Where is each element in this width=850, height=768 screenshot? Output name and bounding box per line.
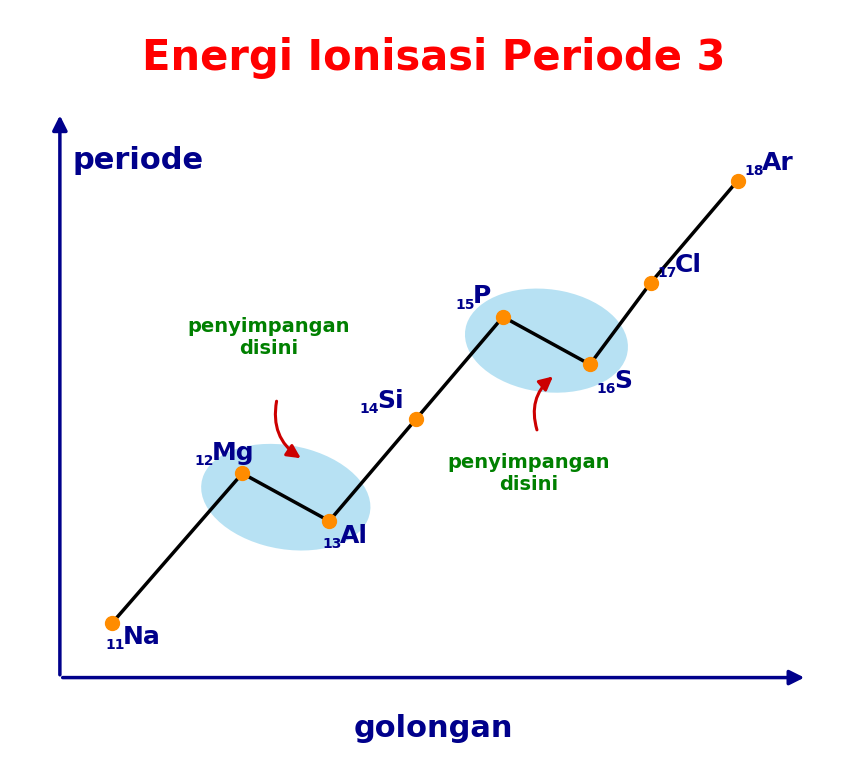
Text: Ar: Ar	[762, 151, 794, 175]
Text: golongan: golongan	[354, 714, 513, 743]
Text: Mg: Mg	[212, 441, 254, 465]
Text: S: S	[615, 369, 632, 392]
Text: 16: 16	[597, 382, 616, 396]
Point	[322, 515, 336, 527]
Ellipse shape	[465, 289, 628, 392]
Text: 15: 15	[456, 298, 474, 312]
Text: 13: 13	[322, 538, 342, 551]
Text: 18: 18	[745, 164, 764, 178]
Text: periode: periode	[73, 146, 204, 175]
Point	[644, 276, 658, 289]
Text: Na: Na	[122, 624, 161, 648]
Point	[583, 359, 597, 371]
Point	[496, 310, 510, 323]
Point	[410, 412, 423, 425]
Text: 12: 12	[195, 454, 214, 468]
Text: Energi Ionisasi Periode 3: Energi Ionisasi Periode 3	[142, 37, 725, 79]
Text: Si: Si	[377, 389, 404, 413]
Point	[105, 617, 119, 629]
Text: 11: 11	[105, 638, 125, 652]
Ellipse shape	[201, 444, 371, 551]
Text: Cl: Cl	[675, 253, 702, 277]
Point	[731, 174, 745, 187]
Text: 14: 14	[360, 402, 379, 416]
Text: Al: Al	[340, 524, 368, 548]
Text: penyimpangan
disini: penyimpangan disini	[448, 453, 610, 494]
Text: P: P	[473, 284, 490, 308]
Text: penyimpangan
disini: penyimpangan disini	[187, 316, 349, 358]
Text: 17: 17	[658, 266, 677, 280]
Point	[235, 467, 249, 479]
